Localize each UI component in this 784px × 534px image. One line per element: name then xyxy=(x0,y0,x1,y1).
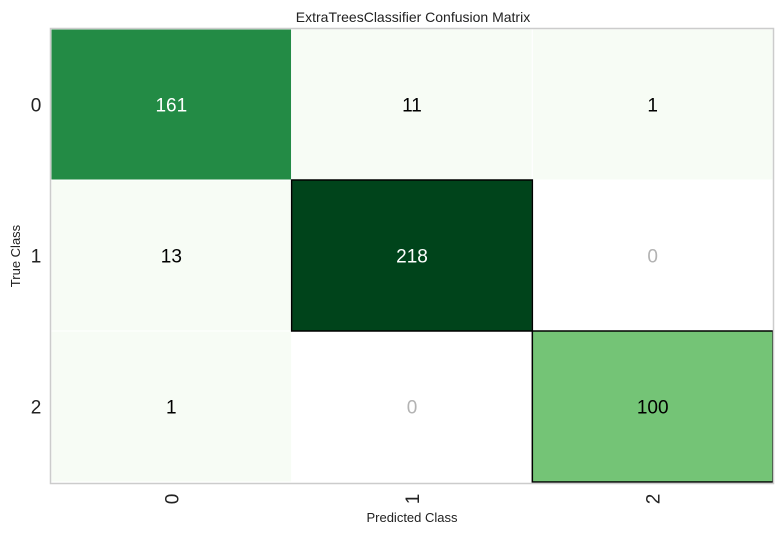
y-tick-0: 0 xyxy=(31,96,42,117)
heatmap-cell-1-2 xyxy=(531,179,774,332)
cell-value-2-2: 100 xyxy=(637,398,669,419)
y-tick-labels: 0 1 2 xyxy=(31,96,42,419)
cell-value-0-1: 11 xyxy=(402,96,422,117)
heatmap-cells xyxy=(50,28,774,483)
y-axis-label: True Class xyxy=(8,224,23,287)
heatmap-cell-2-1 xyxy=(291,330,533,483)
cell-value-1-2: 0 xyxy=(647,247,658,268)
heatmap-cell-2-0 xyxy=(50,330,293,483)
x-tick-labels: 0 1 2 xyxy=(162,494,664,505)
cell-value-0-0: 161 xyxy=(155,96,187,117)
x-axis-label: Predicted Class xyxy=(366,510,458,525)
cell-value-2-1: 0 xyxy=(407,398,418,419)
cell-value-1-0: 13 xyxy=(161,247,182,268)
y-tick-1: 1 xyxy=(31,247,42,268)
x-tick-2: 2 xyxy=(644,494,665,505)
x-tick-0: 0 xyxy=(162,494,183,505)
cell-value-2-0: 1 xyxy=(166,398,177,419)
heatmap-cell-0-0 xyxy=(50,28,293,181)
heatmap-cell-0-1 xyxy=(291,28,533,181)
y-tick-2: 2 xyxy=(31,398,42,419)
x-tick-1: 1 xyxy=(403,494,424,505)
plot-frame xyxy=(49,27,775,485)
heatmap-cell-1-1 xyxy=(291,179,533,332)
chart-title: ExtraTreesClassifier Confusion Matrix xyxy=(296,9,530,25)
heatmap-cell-1-0 xyxy=(50,179,293,332)
cell-value-labels: 161 11 113 218 01 0 100 xyxy=(155,96,668,419)
cell-value-1-1: 218 xyxy=(396,247,428,268)
cell-value-0-2: 1 xyxy=(647,96,658,117)
diagonal-outline-1 xyxy=(290,179,534,332)
